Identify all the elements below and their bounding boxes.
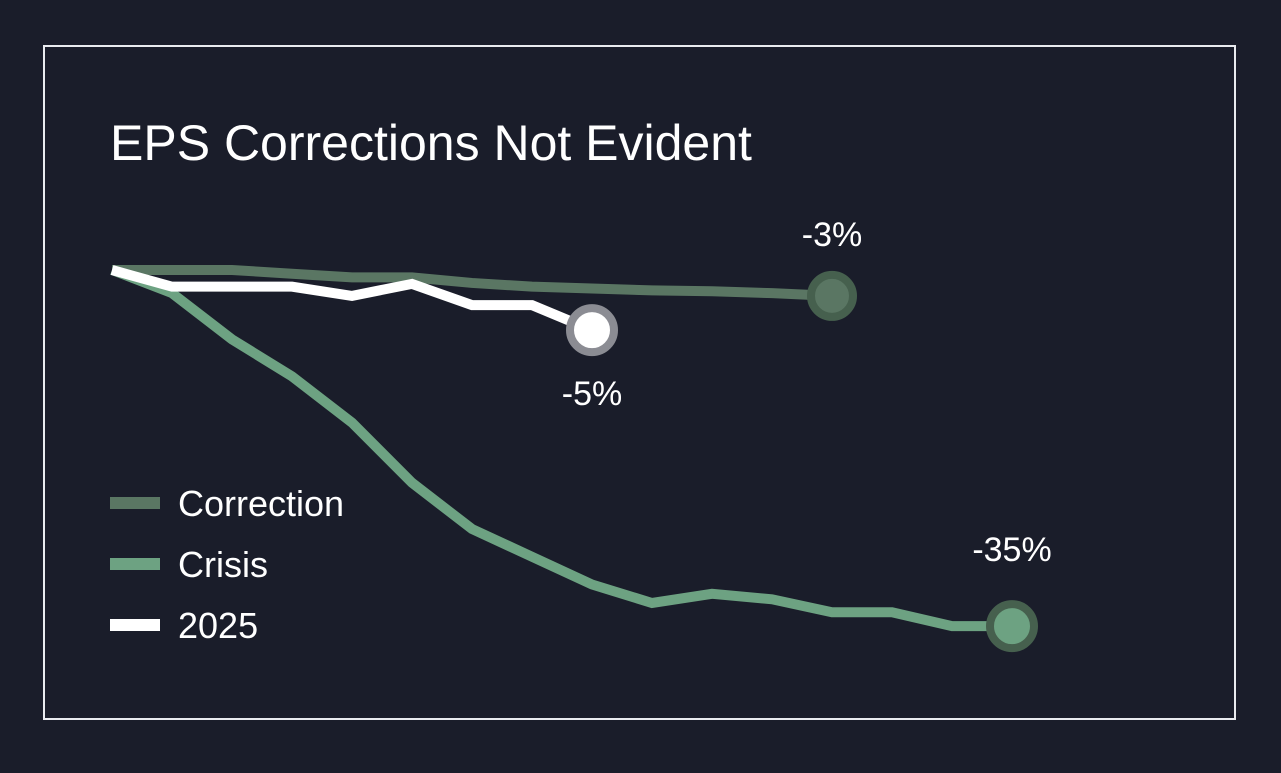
series-line-2025 (110, 265, 594, 335)
legend-label-crisis: Crisis (178, 544, 268, 585)
chart-frame (43, 45, 1236, 720)
legend-swatch-crisis (110, 558, 160, 570)
end-marker-correction (807, 270, 857, 321)
plot-area: -3% -35% -5% (110, 216, 1052, 653)
legend-swatch-2025 (110, 619, 160, 631)
end-label-correction: -3% (802, 216, 862, 254)
series-line-crisis (110, 265, 1012, 632)
chart-title: EPS Corrections Not Evident (110, 115, 752, 171)
legend: Correction Crisis 2025 (110, 483, 344, 646)
end-label-2025: -5% (562, 375, 622, 413)
series-line-correction (112, 265, 833, 301)
end-marker-crisis (986, 600, 1038, 653)
end-label-crisis: -35% (972, 531, 1051, 569)
legend-label-2025: 2025 (178, 605, 258, 646)
legend-swatch-correction (110, 497, 160, 509)
legend-label-correction: Correction (178, 483, 344, 524)
end-marker-2025 (566, 304, 618, 357)
